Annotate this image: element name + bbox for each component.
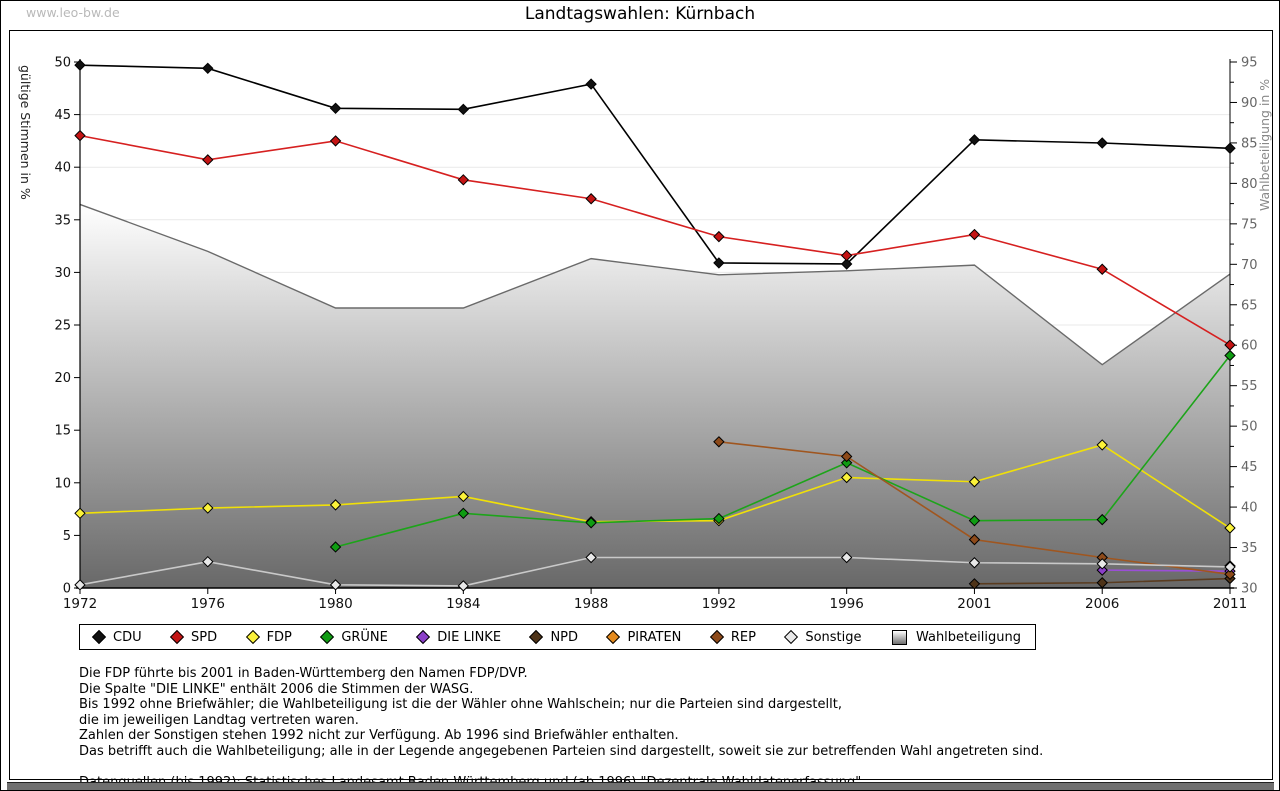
svg-text:50: 50 — [1241, 420, 1258, 435]
cdu-marker-icon — [91, 629, 107, 645]
svg-text:75: 75 — [1241, 217, 1258, 232]
spd-marker-icon — [169, 629, 185, 645]
legend-item-cdu: CDU — [91, 629, 142, 645]
horizontal-scrollbar[interactable] — [7, 782, 1274, 790]
svg-text:25: 25 — [54, 319, 71, 334]
rep-marker-icon — [709, 629, 724, 645]
svg-text:10: 10 — [54, 476, 71, 491]
svg-text:2006: 2006 — [1085, 596, 1119, 612]
npd-marker-icon — [529, 629, 544, 645]
series-sonstige — [74, 551, 1236, 592]
footnote-line: die im jeweiligen Landtag vertreten ware… — [79, 712, 359, 728]
footnote-line: Zahlen der Sonstigen stehen 1992 nicht z… — [79, 728, 679, 744]
svg-text:70: 70 — [1241, 258, 1258, 273]
legend-item-spd: SPD — [169, 629, 218, 645]
die-linke-marker-icon — [416, 629, 431, 645]
svg-text:60: 60 — [1241, 339, 1258, 354]
legend-label: REP — [730, 629, 756, 645]
legend-item-rep: REP — [709, 629, 756, 645]
right-axis-title: Wahlbeteiligung in % — [1257, 79, 1272, 211]
svg-text:45: 45 — [1241, 460, 1258, 475]
axes: 0 5 10 15 20 25 30 35 40 45 50 30 35 40 45 50 55 60 65 70 75… — [54, 56, 1257, 613]
legend-item-npd: NPD — [529, 629, 579, 645]
svg-text:5: 5 — [63, 529, 71, 544]
svg-text:1996: 1996 — [829, 596, 863, 612]
election-line-chart: 0 5 10 15 20 25 30 35 40 45 50 30 35 40 45 50 55 60 65 70 75… — [18, 56, 1272, 613]
footnote-line: Bis 1992 ohne Briefwähler; die Wahlbetei… — [79, 697, 842, 713]
footnote-line: Die FDP führte bis 2001 in Baden-Württem… — [79, 666, 528, 681]
grüne-marker-icon — [320, 629, 335, 645]
series-rep — [713, 436, 1236, 581]
wahlbeteiligung-swatch-icon — [891, 629, 907, 645]
legend: CDU SPD FDP GRÜNE DIE LINKE NPD PIRATEN REP Sons… — [79, 624, 1036, 650]
legend-label: Sonstige — [805, 629, 862, 645]
svg-text:85: 85 — [1241, 136, 1258, 151]
svg-text:1976: 1976 — [191, 596, 225, 612]
left-axis-title: gültige Stimmen in % — [18, 65, 33, 200]
legend-label: NPD — [550, 629, 579, 645]
svg-text:20: 20 — [54, 371, 71, 386]
legend-label: SPD — [191, 629, 218, 645]
svg-text:50: 50 — [54, 56, 71, 71]
series-grüne — [329, 349, 1236, 553]
svg-text:65: 65 — [1241, 298, 1258, 313]
series-wahlbeteiligung-area — [79, 203, 1231, 588]
svg-text:55: 55 — [1241, 379, 1258, 394]
svg-text:1984: 1984 — [446, 596, 480, 612]
legend-item-wahlbeteiligung: Wahlbeteiligung — [891, 629, 1021, 645]
legend-label: FDP — [266, 629, 292, 645]
svg-text:1980: 1980 — [318, 596, 352, 612]
legend-label: DIE LINKE — [437, 629, 502, 645]
legend-label: GRÜNE — [341, 629, 388, 645]
footnotes: Die FDP führte bis 2001 in Baden-Württem… — [79, 666, 1043, 790]
svg-text:40: 40 — [54, 161, 71, 176]
fdp-marker-icon — [245, 629, 260, 645]
svg-text:80: 80 — [1241, 177, 1258, 192]
svg-text:35: 35 — [1241, 541, 1258, 556]
svg-text:35: 35 — [54, 213, 71, 228]
svg-text:1988: 1988 — [574, 596, 608, 612]
sonstige-marker-icon — [784, 629, 799, 645]
svg-text:1972: 1972 — [63, 596, 97, 612]
legend-item-fdp: FDP — [245, 629, 292, 645]
legend-item-sonstige: Sonstige — [784, 629, 862, 645]
svg-text:1992: 1992 — [702, 596, 736, 612]
legend-label: PIRATEN — [627, 629, 682, 645]
svg-text:15: 15 — [54, 424, 71, 439]
svg-text:40: 40 — [1241, 501, 1258, 516]
svg-text:30: 30 — [54, 266, 71, 281]
svg-text:30: 30 — [1241, 582, 1258, 597]
leo-bw-watermark: www.leo-bw.de — [26, 5, 120, 20]
svg-text:90: 90 — [1241, 96, 1258, 111]
legend-item-piraten: PIRATEN — [606, 629, 682, 645]
piraten-marker-icon — [606, 629, 621, 645]
svg-text:2011: 2011 — [1213, 596, 1247, 612]
legend-label: CDU — [113, 629, 142, 645]
legend-label: Wahlbeteiligung — [915, 629, 1021, 645]
svg-text:45: 45 — [54, 108, 71, 123]
svg-text:2001: 2001 — [957, 596, 991, 612]
footnote-line: Die Spalte "DIE LINKE" enthält 2006 die … — [79, 681, 474, 697]
page-title: Landtagswahlen: Kürnbach — [524, 4, 756, 24]
footnote-line: Das betrifft auch die Wahlbeteiligung; a… — [79, 743, 1044, 759]
series-cdu — [74, 59, 1236, 270]
svg-text:0: 0 — [63, 582, 71, 597]
svg-text:95: 95 — [1241, 56, 1258, 71]
legend-item-grüne: GRÜNE — [320, 629, 388, 645]
legend-item-die-linke: DIE LINKE — [416, 629, 502, 645]
